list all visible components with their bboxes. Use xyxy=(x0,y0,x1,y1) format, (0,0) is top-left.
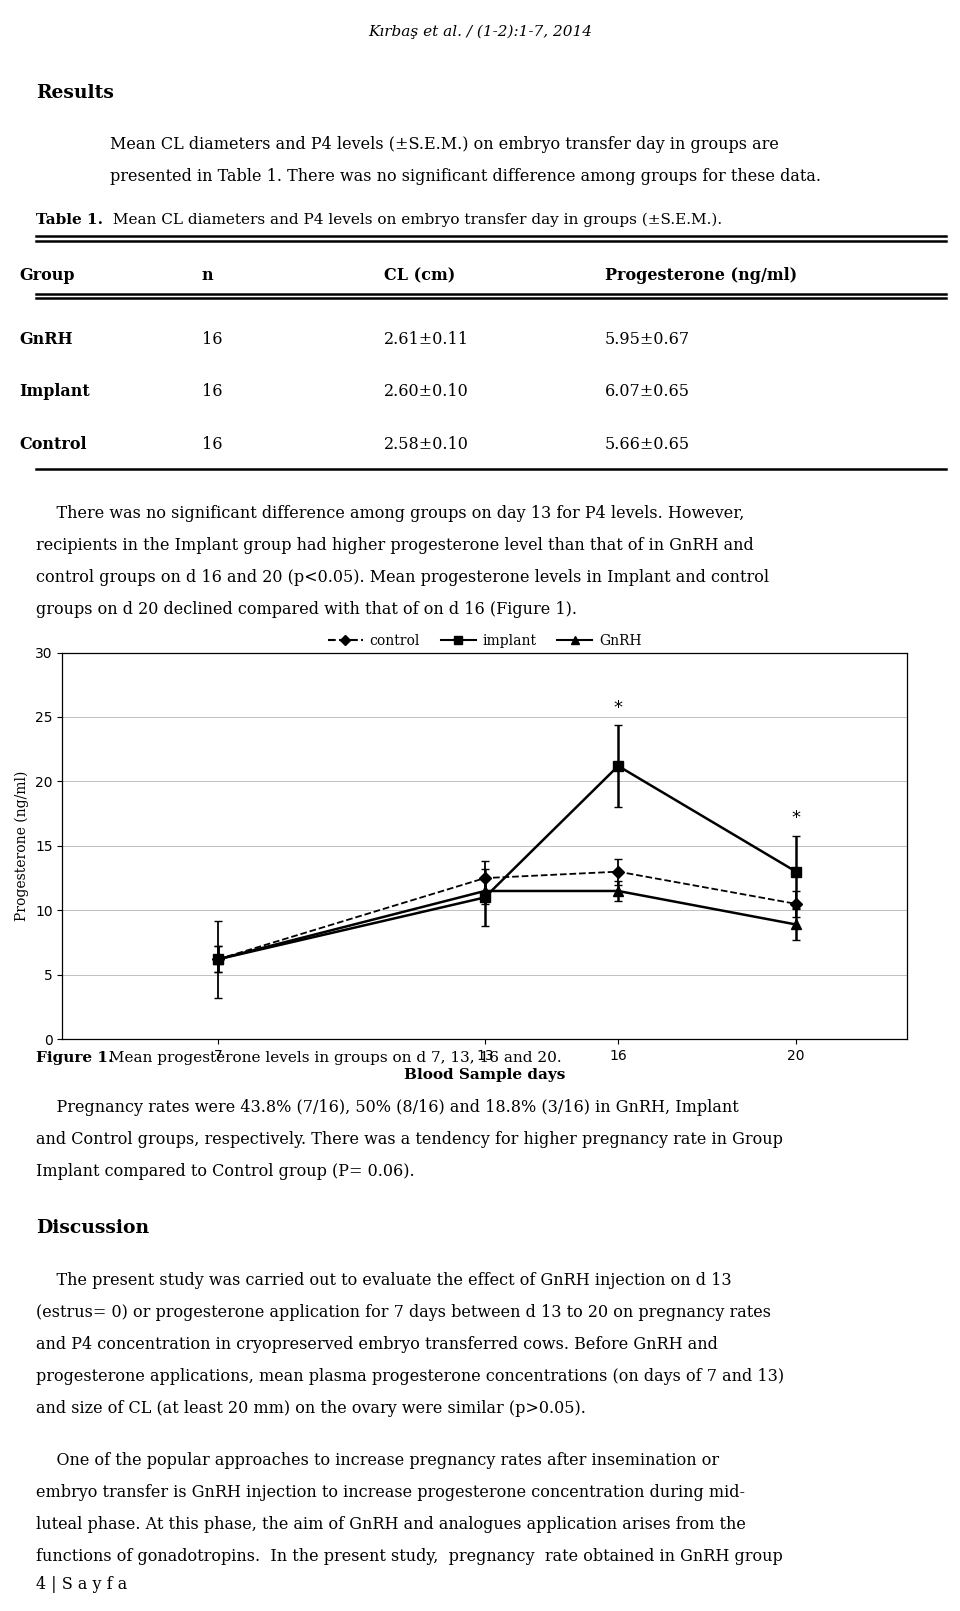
Text: (estrus= 0) or progesterone application for 7 days between d 13 to 20 on pregnan: (estrus= 0) or progesterone application … xyxy=(36,1303,772,1321)
Text: presented in Table 1. There was no significant difference among groups for these: presented in Table 1. There was no signi… xyxy=(110,169,822,185)
Text: recipients in the Implant group had higher progesterone level than that of in Gn: recipients in the Implant group had high… xyxy=(36,536,755,554)
Text: The present study was carried out to evaluate the effect of GnRH injection on d : The present study was carried out to eva… xyxy=(36,1271,732,1289)
Text: 2.60±0.10: 2.60±0.10 xyxy=(384,383,468,400)
Text: Mean progesterone levels in groups on d 7, 13, 16 and 20.: Mean progesterone levels in groups on d … xyxy=(104,1050,562,1065)
Text: groups on d 20 declined compared with that of on d 16 (Figure 1).: groups on d 20 declined compared with th… xyxy=(36,601,578,619)
Text: and P4 concentration in cryopreserved embryo transferred cows. Before GnRH and: and P4 concentration in cryopreserved em… xyxy=(36,1336,718,1353)
Text: CL (cm): CL (cm) xyxy=(384,267,455,285)
Text: and size of CL (at least 20 mm) on the ovary were similar (p>0.05).: and size of CL (at least 20 mm) on the o… xyxy=(36,1400,587,1418)
Text: and Control groups, respectively. There was a tendency for higher pregnancy rate: and Control groups, respectively. There … xyxy=(36,1131,783,1149)
Text: Mean CL diameters and P4 levels on embryo transfer day in groups (±S.E.M.).: Mean CL diameters and P4 levels on embry… xyxy=(108,213,723,227)
Text: Group: Group xyxy=(19,267,75,285)
Text: Implant compared to Control group (P= 0.06).: Implant compared to Control group (P= 0.… xyxy=(36,1163,415,1181)
Text: 2.61±0.11: 2.61±0.11 xyxy=(384,330,469,348)
Text: *: * xyxy=(792,809,801,826)
Text: Discussion: Discussion xyxy=(36,1220,150,1237)
Text: embryo transfer is GnRH injection to increase progesterone concentration during : embryo transfer is GnRH injection to inc… xyxy=(36,1484,746,1501)
Legend: control, implant, GnRH: control, implant, GnRH xyxy=(323,628,647,654)
Text: *: * xyxy=(613,699,623,717)
Text: functions of gonadotropins.  In the present study,  pregnancy  rate obtained in : functions of gonadotropins. In the prese… xyxy=(36,1548,783,1566)
Text: Table 1.: Table 1. xyxy=(36,213,104,227)
Text: Results: Results xyxy=(36,84,114,101)
Text: Kırbaş et al. / (1-2):1-7, 2014: Kırbaş et al. / (1-2):1-7, 2014 xyxy=(368,24,592,39)
Text: GnRH: GnRH xyxy=(19,330,73,348)
Text: Implant: Implant xyxy=(19,383,90,400)
Text: One of the popular approaches to increase pregnancy rates after insemination or: One of the popular approaches to increas… xyxy=(36,1452,720,1469)
Text: 2.58±0.10: 2.58±0.10 xyxy=(384,435,468,453)
Text: 16: 16 xyxy=(202,435,222,453)
Text: Control: Control xyxy=(19,435,86,453)
Text: 16: 16 xyxy=(202,383,222,400)
Y-axis label: Progesterone (ng/ml): Progesterone (ng/ml) xyxy=(15,770,30,921)
Text: n: n xyxy=(202,267,213,285)
Text: progesterone applications, mean plasma progesterone concentrations (on days of 7: progesterone applications, mean plasma p… xyxy=(36,1368,784,1385)
Text: 16: 16 xyxy=(202,330,222,348)
Text: 6.07±0.65: 6.07±0.65 xyxy=(605,383,690,400)
Text: 5.66±0.65: 5.66±0.65 xyxy=(605,435,690,453)
Text: Progesterone (ng/ml): Progesterone (ng/ml) xyxy=(605,267,797,285)
Text: 5.95±0.67: 5.95±0.67 xyxy=(605,330,690,348)
Text: Figure 1.: Figure 1. xyxy=(36,1050,114,1065)
Text: control groups on d 16 and 20 (p<0.05). Mean progesterone levels in Implant and : control groups on d 16 and 20 (p<0.05). … xyxy=(36,569,770,586)
Text: 4 | S a y f a: 4 | S a y f a xyxy=(36,1576,128,1593)
Text: There was no significant difference among groups on day 13 for P4 levels. Howeve: There was no significant difference amon… xyxy=(36,504,745,522)
Text: luteal phase. At this phase, the aim of GnRH and analogues application arises fr: luteal phase. At this phase, the aim of … xyxy=(36,1516,746,1534)
X-axis label: Blood Sample days: Blood Sample days xyxy=(404,1068,565,1083)
Text: Pregnancy rates were 43.8% (7/16), 50% (8/16) and 18.8% (3/16) in GnRH, Implant: Pregnancy rates were 43.8% (7/16), 50% (… xyxy=(36,1099,739,1116)
Text: Mean CL diameters and P4 levels (±S.E.M.) on embryo transfer day in groups are: Mean CL diameters and P4 levels (±S.E.M.… xyxy=(110,137,780,153)
